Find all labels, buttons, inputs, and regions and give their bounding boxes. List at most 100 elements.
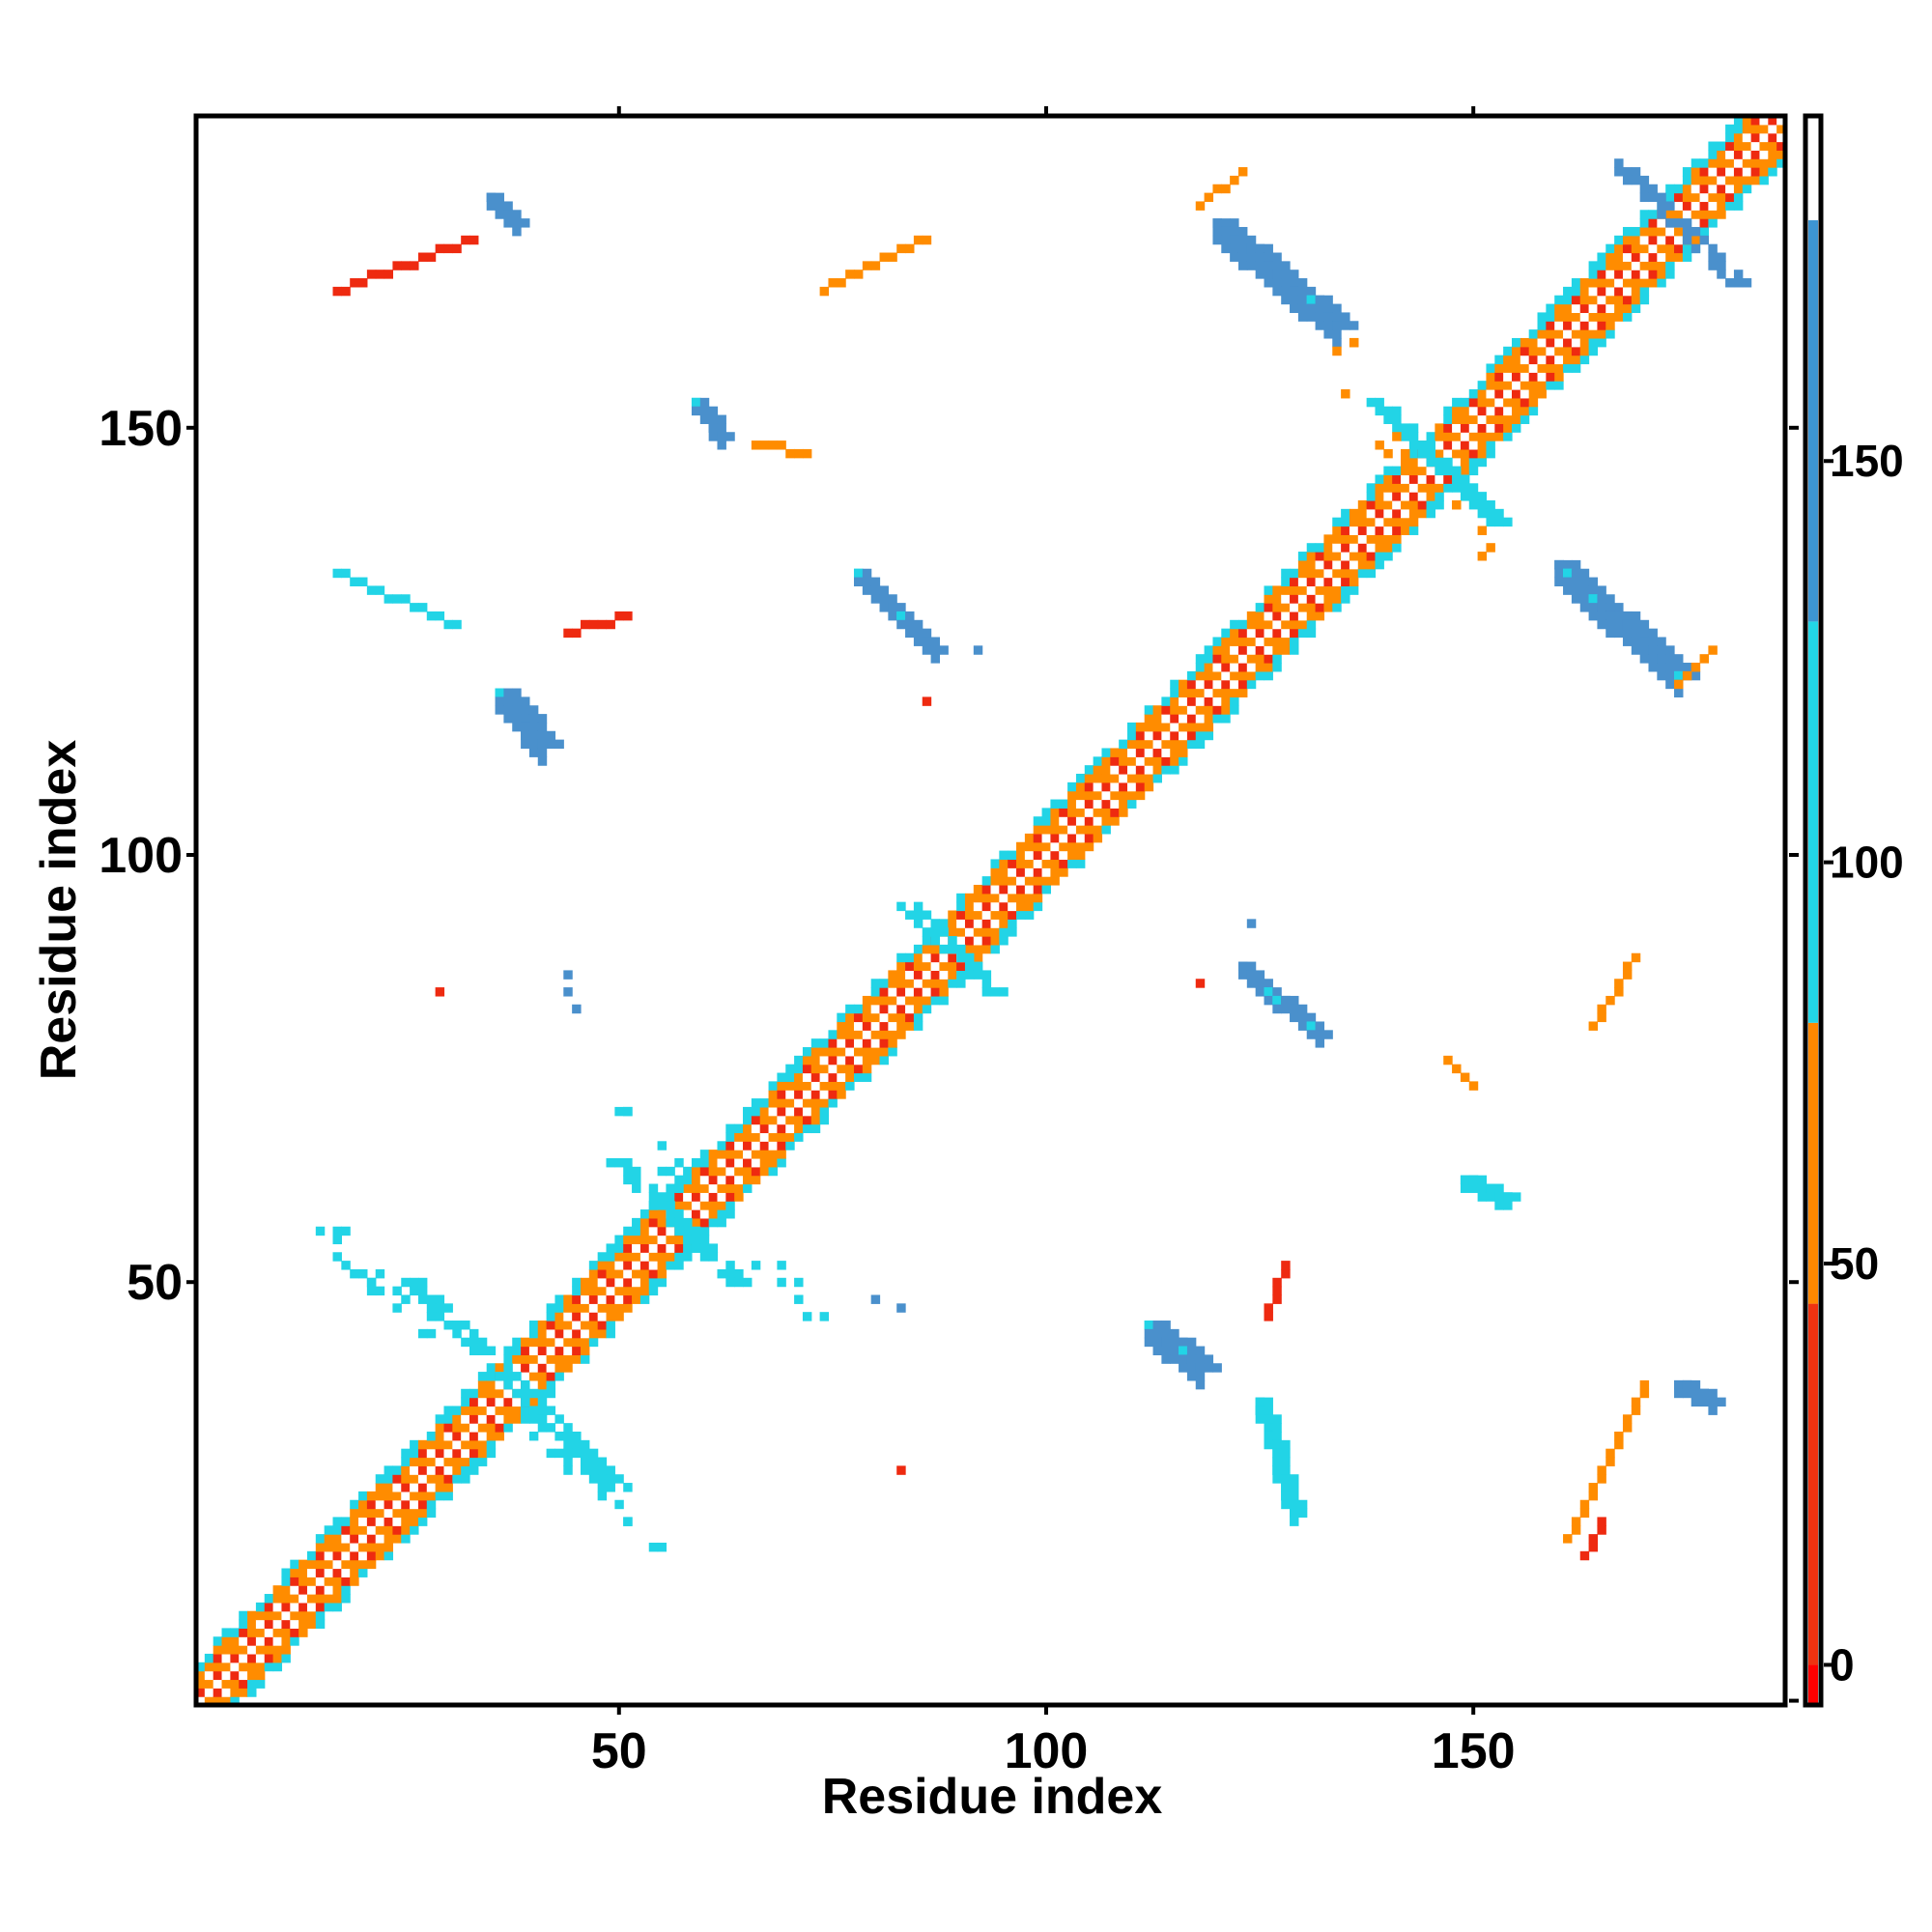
heatmap-cell [1332, 321, 1342, 330]
heatmap-cell [332, 1534, 342, 1544]
heatmap-cell [221, 1696, 231, 1706]
heatmap-cell [1306, 603, 1317, 612]
heatmap-cell [657, 1209, 668, 1219]
heatmap-cell [1383, 466, 1393, 476]
heatmap-cell [281, 1628, 291, 1637]
heatmap-cell [563, 1423, 573, 1433]
heatmap-cell [930, 944, 941, 954]
heatmap-cell [554, 1337, 564, 1348]
heatmap-cell [1290, 628, 1299, 639]
heatmap-cell [981, 910, 992, 920]
heatmap-cell [384, 1517, 394, 1526]
heatmap-cell [743, 1166, 753, 1177]
heatmap-cell [247, 1636, 257, 1646]
heatmap-cell [1452, 466, 1462, 476]
heatmap-cell [1486, 381, 1495, 390]
heatmap-cell [999, 884, 1009, 895]
heatmap-cell [896, 970, 906, 980]
heatmap-cell [691, 1183, 701, 1193]
heatmap-cell [1477, 448, 1488, 459]
heatmap-cell [1631, 1406, 1641, 1415]
heatmap-cell [1041, 859, 1051, 868]
heatmap-cell [1674, 184, 1684, 194]
heatmap-cell [469, 1423, 479, 1433]
heatmap-cell [785, 1106, 795, 1117]
heatmap-cell [819, 1098, 830, 1108]
heatmap-cell [1093, 816, 1103, 826]
heatmap-cell [632, 1261, 641, 1270]
heatmap-cell [1486, 432, 1495, 441]
heatmap-cell [469, 1414, 479, 1424]
heatmap-cell [657, 1542, 668, 1552]
heatmap-cell [1426, 432, 1435, 441]
heatmap-cell [1230, 654, 1239, 664]
heatmap-cell [1639, 628, 1650, 639]
heatmap-cell [435, 1448, 445, 1459]
heatmap-cell [1443, 406, 1453, 416]
heatmap-cell [623, 1252, 633, 1262]
heatmap-cell [495, 705, 504, 715]
heatmap-cell [1733, 158, 1744, 168]
heatmap-cell [1460, 440, 1470, 450]
heatmap-cell [1290, 1004, 1299, 1014]
heatmap-cell [1212, 696, 1222, 706]
heatmap-cell [1460, 397, 1470, 408]
heatmap-cell [597, 1474, 608, 1484]
heatmap-cell [410, 1465, 419, 1475]
heatmap-cell [743, 1150, 753, 1159]
heatmap-cell [973, 952, 983, 963]
heatmap-cell [614, 1286, 624, 1296]
heatmap-cell [1255, 1397, 1265, 1407]
heatmap-cell [306, 1619, 317, 1629]
heatmap-cell [1639, 261, 1650, 270]
heatmap-cell [290, 1619, 299, 1629]
heatmap-cell [554, 1414, 564, 1424]
heatmap-cell [417, 1491, 428, 1501]
heatmap-cell [1195, 688, 1206, 697]
heatmap-cell [1357, 526, 1368, 535]
heatmap-cell [1357, 559, 1368, 570]
heatmap-cell [879, 1030, 889, 1039]
heatmap-cell [264, 1662, 274, 1672]
heatmap-cell [554, 1294, 564, 1304]
heatmap-cell [221, 1645, 231, 1655]
heatmap-cell [1264, 619, 1273, 630]
heatmap-cell [1622, 628, 1633, 639]
heatmap-cell [443, 1414, 453, 1424]
heatmap-cell [1195, 705, 1206, 715]
heatmap-cell [1674, 688, 1684, 697]
heatmap-cell [1332, 517, 1342, 527]
heatmap-cell [1341, 321, 1350, 330]
heatmap-cell [358, 1517, 368, 1526]
heatmap-cell [1563, 559, 1573, 570]
heatmap-cell [948, 910, 957, 920]
heatmap-cell [1264, 1414, 1273, 1424]
heatmap-cell [1460, 474, 1470, 484]
heatmap-cell [1579, 329, 1590, 339]
heatmap-cell [572, 628, 582, 639]
heatmap-cell [879, 1055, 889, 1065]
heatmap-cell [913, 952, 923, 963]
heatmap-cell [1290, 1491, 1299, 1501]
heatmap-cell [1221, 628, 1231, 639]
heatmap-cell [691, 1201, 701, 1210]
heatmap-cell [1135, 730, 1146, 741]
heatmap-cell [1332, 603, 1342, 612]
heatmap-cell [1494, 517, 1504, 527]
heatmap-cell [546, 1328, 556, 1339]
heatmap-cell [1494, 1201, 1504, 1210]
heatmap-cell [1067, 825, 1077, 835]
heatmap-cell [213, 1636, 223, 1646]
heatmap-cell [1084, 799, 1094, 809]
heatmap-cell [1246, 628, 1257, 639]
heatmap-cell [810, 1064, 821, 1074]
heatmap-cell [1315, 1038, 1325, 1048]
heatmap-cell [623, 1483, 633, 1492]
heatmap-cell [657, 1277, 668, 1288]
heatmap-cell [1161, 705, 1171, 715]
heatmap-cell [572, 1431, 582, 1441]
heatmap-cell [1272, 1423, 1282, 1433]
heatmap-cell [272, 1653, 283, 1663]
heatmap-cell [1408, 517, 1419, 527]
heatmap-cell [1417, 466, 1428, 476]
